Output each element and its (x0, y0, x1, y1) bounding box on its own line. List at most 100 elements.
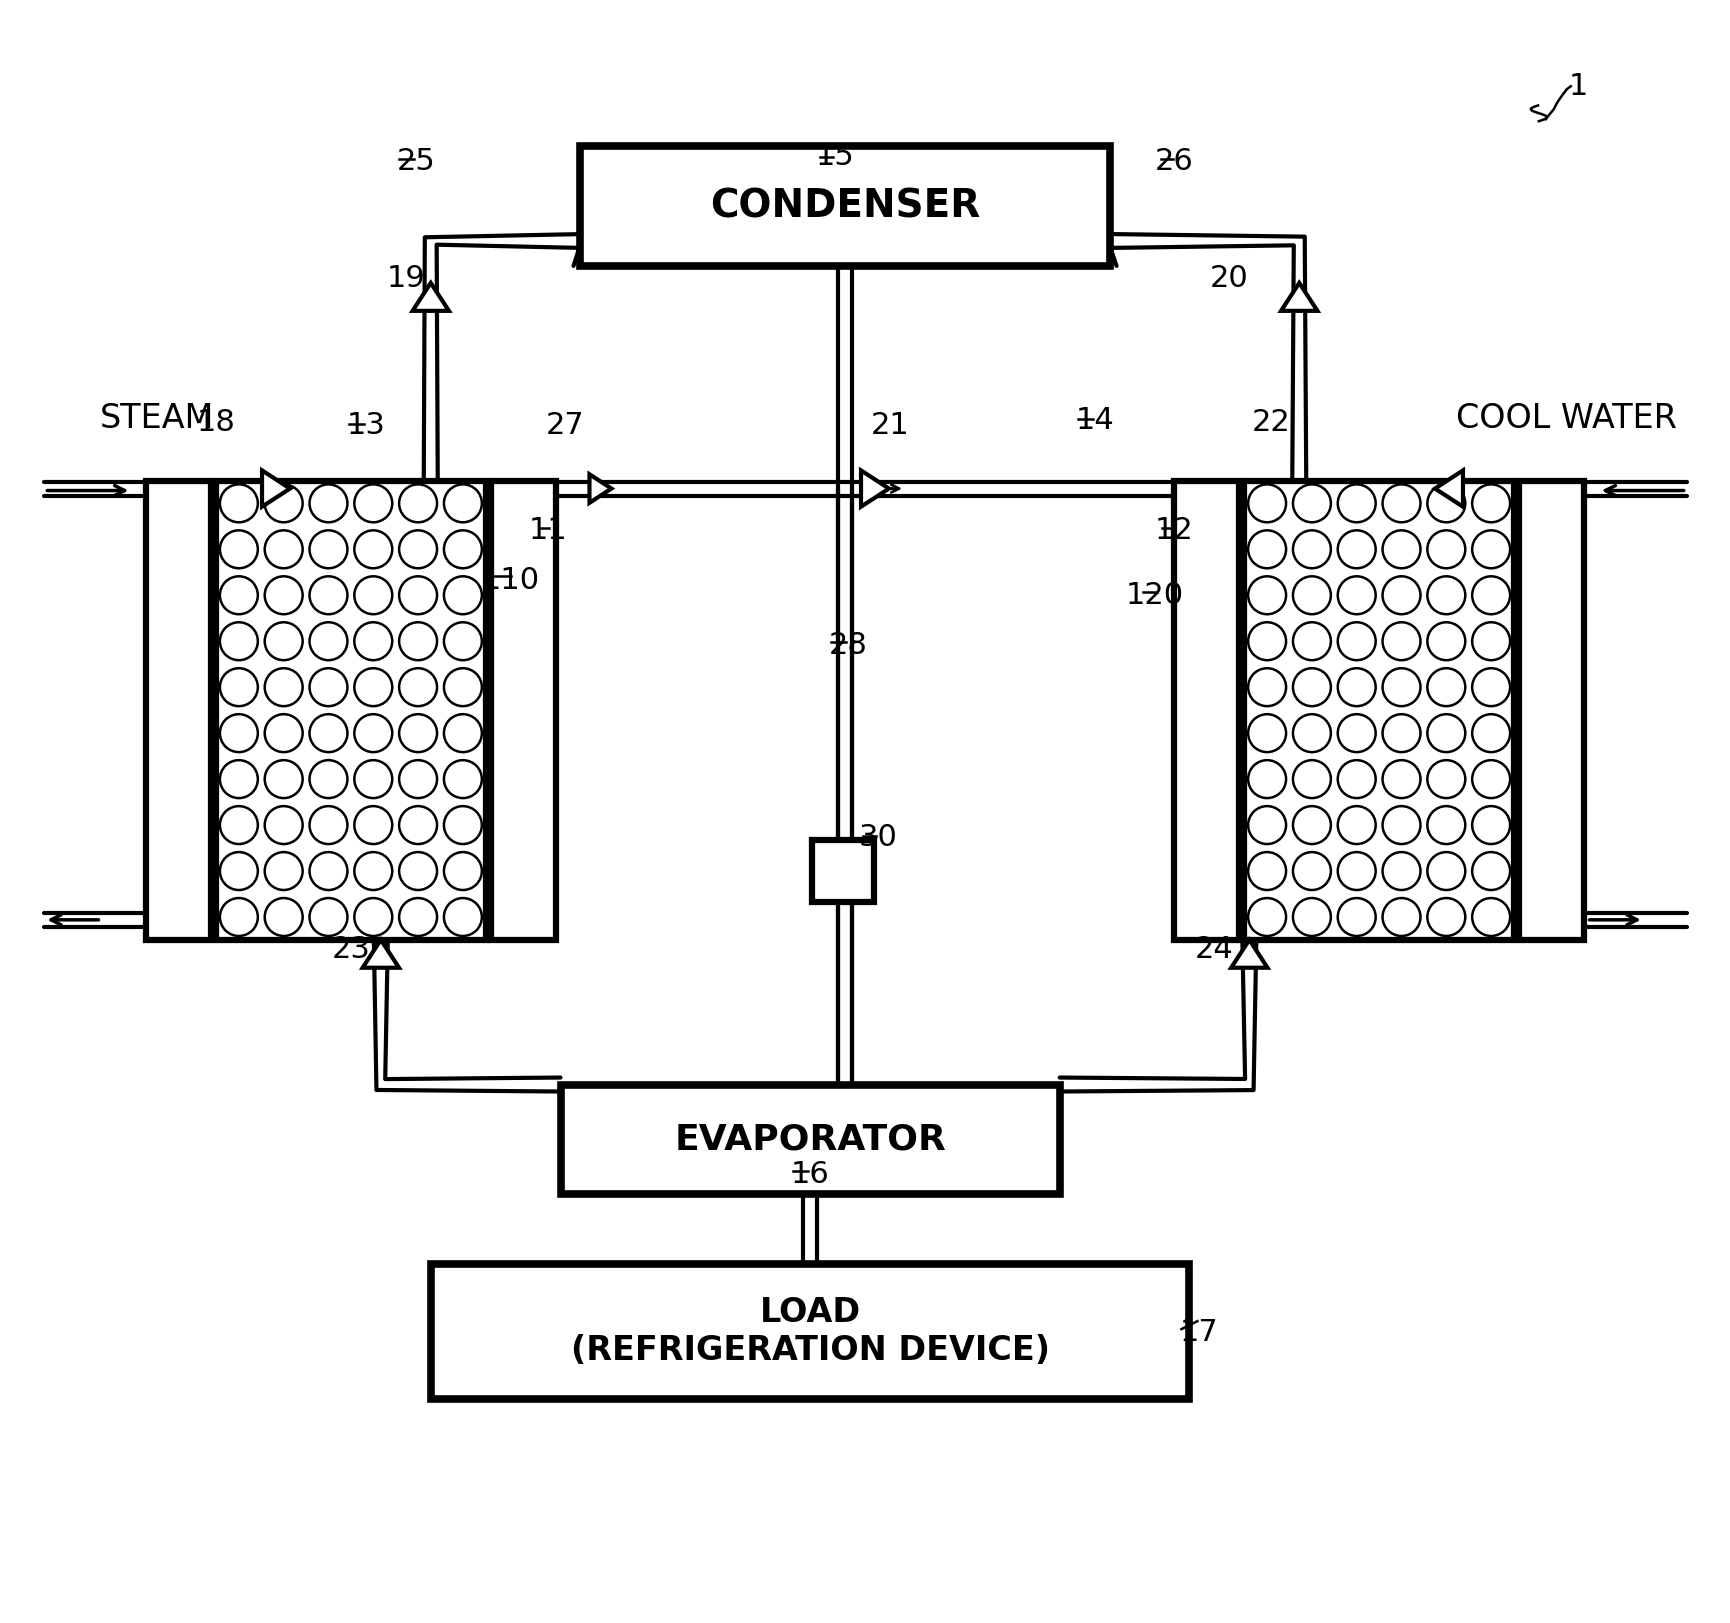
Text: CONDENSER: CONDENSER (709, 187, 981, 226)
Circle shape (1472, 531, 1510, 568)
Circle shape (265, 484, 303, 523)
Text: STEAM: STEAM (99, 403, 215, 435)
Text: 27: 27 (547, 411, 585, 440)
Circle shape (445, 484, 483, 523)
Circle shape (265, 714, 303, 751)
Text: 14: 14 (1076, 406, 1114, 435)
Circle shape (310, 531, 348, 568)
Circle shape (1382, 669, 1420, 706)
Circle shape (1472, 622, 1510, 661)
Bar (147, 480, 211, 940)
Circle shape (1337, 576, 1375, 613)
Circle shape (355, 807, 393, 844)
Circle shape (1292, 714, 1330, 751)
Circle shape (1292, 531, 1330, 568)
Circle shape (1292, 576, 1330, 613)
Circle shape (400, 622, 438, 661)
Polygon shape (862, 471, 889, 506)
Polygon shape (1434, 471, 1464, 506)
Circle shape (355, 898, 393, 936)
Circle shape (1292, 760, 1330, 799)
Text: LOAD
(REFRIGERATION DEVICE): LOAD (REFRIGERATION DEVICE) (571, 1295, 1050, 1367)
Circle shape (1292, 807, 1330, 844)
Circle shape (1382, 576, 1420, 613)
Circle shape (400, 760, 438, 799)
Text: 21: 21 (870, 411, 910, 440)
Circle shape (1337, 852, 1375, 889)
Circle shape (310, 807, 348, 844)
Circle shape (355, 531, 393, 568)
Circle shape (1472, 714, 1510, 751)
Circle shape (1472, 484, 1510, 523)
Text: 19: 19 (386, 265, 426, 294)
Circle shape (1337, 669, 1375, 706)
Circle shape (265, 760, 303, 799)
Circle shape (310, 852, 348, 889)
Circle shape (310, 576, 348, 613)
Circle shape (445, 807, 483, 844)
Text: 110: 110 (481, 566, 540, 596)
Text: COOL WATER: COOL WATER (1455, 403, 1676, 435)
Circle shape (220, 622, 258, 661)
Polygon shape (412, 282, 448, 312)
Circle shape (355, 760, 393, 799)
Bar (581, 146, 1109, 266)
Circle shape (310, 669, 348, 706)
Circle shape (1427, 807, 1465, 844)
Polygon shape (1232, 940, 1268, 967)
Text: 1: 1 (1569, 71, 1588, 101)
Circle shape (1472, 760, 1510, 799)
Bar (431, 1264, 1190, 1399)
Text: 22: 22 (1253, 407, 1291, 437)
Text: 20: 20 (1209, 265, 1249, 294)
Bar (216, 480, 486, 940)
Circle shape (445, 714, 483, 751)
Circle shape (1337, 531, 1375, 568)
Circle shape (220, 531, 258, 568)
Circle shape (400, 669, 438, 706)
Circle shape (400, 576, 438, 613)
Text: 18: 18 (197, 407, 235, 437)
Circle shape (400, 714, 438, 751)
Circle shape (1337, 807, 1375, 844)
Circle shape (310, 714, 348, 751)
Circle shape (1292, 852, 1330, 889)
Circle shape (400, 852, 438, 889)
Text: 25: 25 (396, 146, 436, 175)
Circle shape (1337, 484, 1375, 523)
Text: 23: 23 (332, 935, 370, 964)
Circle shape (1472, 852, 1510, 889)
Circle shape (220, 714, 258, 751)
Circle shape (1337, 714, 1375, 751)
Circle shape (310, 898, 348, 936)
Circle shape (400, 898, 438, 936)
Circle shape (1427, 622, 1465, 661)
Circle shape (445, 531, 483, 568)
Bar (1175, 480, 1239, 940)
Circle shape (1472, 898, 1510, 936)
Polygon shape (261, 471, 291, 506)
Bar (1244, 480, 1514, 940)
Polygon shape (363, 940, 400, 967)
Circle shape (1382, 622, 1420, 661)
Circle shape (1427, 669, 1465, 706)
Circle shape (1382, 760, 1420, 799)
Circle shape (220, 669, 258, 706)
Circle shape (400, 484, 438, 523)
Circle shape (1292, 622, 1330, 661)
Circle shape (265, 622, 303, 661)
Circle shape (400, 531, 438, 568)
Bar (561, 1084, 1060, 1195)
Circle shape (1427, 576, 1465, 613)
Circle shape (265, 807, 303, 844)
Circle shape (1292, 484, 1330, 523)
Circle shape (445, 760, 483, 799)
Circle shape (1247, 531, 1285, 568)
Circle shape (220, 807, 258, 844)
Text: 30: 30 (858, 823, 898, 852)
Circle shape (355, 622, 393, 661)
Circle shape (445, 852, 483, 889)
Text: 17: 17 (1180, 1318, 1220, 1347)
Circle shape (1427, 760, 1465, 799)
Circle shape (265, 576, 303, 613)
